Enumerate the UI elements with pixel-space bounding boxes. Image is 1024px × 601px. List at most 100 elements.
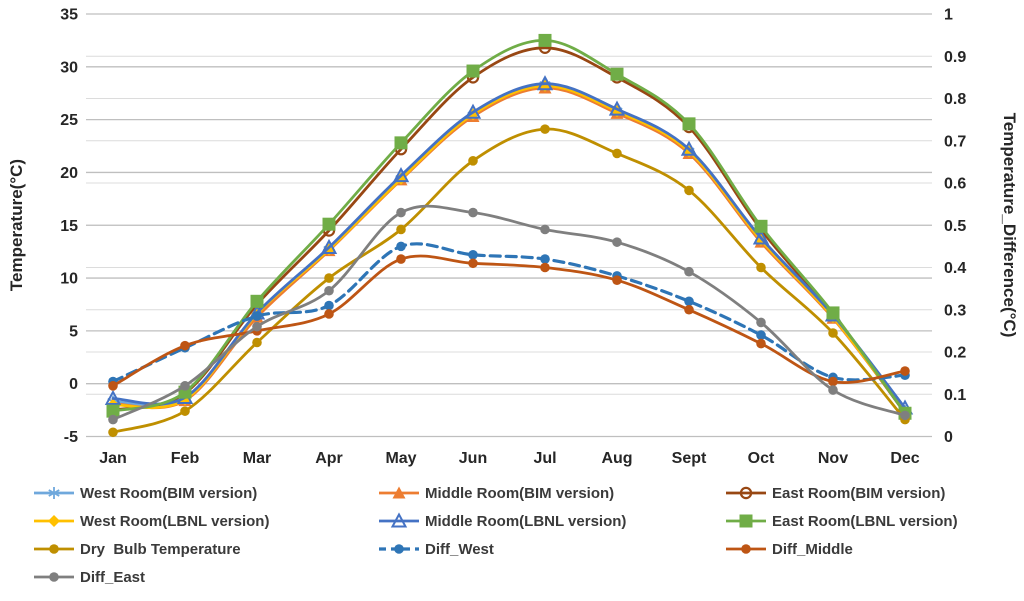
right-axis-tick-label: 0.2 <box>944 345 966 362</box>
data-point-marker <box>826 306 840 320</box>
data-point-marker <box>106 404 120 418</box>
data-point-marker <box>396 241 406 252</box>
data-point-marker <box>752 229 770 245</box>
data-point-marker <box>828 328 838 338</box>
legend-marker-triangle-open-icon <box>379 512 419 528</box>
data-point-marker <box>394 136 408 150</box>
data-point-marker <box>49 544 59 554</box>
legend-marker-diamond-icon <box>34 515 74 527</box>
legend-label: East Room(LBNL version) <box>772 512 958 530</box>
data-point-marker <box>536 75 554 91</box>
legend-marker-square-icon <box>726 514 766 528</box>
legend-item-middle-room-lbnl-version-: Middle Room(LBNL version) <box>378 507 725 535</box>
data-point-marker <box>252 311 262 321</box>
right-axis-tick-label: 0.4 <box>944 260 966 277</box>
data-point-marker <box>756 338 766 349</box>
legend-marker-triangle-icon <box>379 486 419 499</box>
legend-label: Diff_Middle <box>772 540 853 558</box>
x-axis-month-label: May <box>385 450 416 467</box>
legend-marker-circle-icon <box>379 544 419 554</box>
data-point-marker <box>48 487 60 499</box>
data-point-marker <box>324 285 334 296</box>
data-point-marker <box>739 486 753 500</box>
data-point-marker <box>324 309 334 319</box>
legend-marker-circle-icon <box>726 544 766 554</box>
data-point-marker <box>320 238 338 254</box>
series-line <box>111 84 907 414</box>
legend-label: Dry Bulb Temperature <box>80 540 241 558</box>
data-point-marker <box>684 304 694 315</box>
legend-item-middle-room-bim-version-: Middle Room(BIM version) <box>378 479 725 507</box>
data-point-marker <box>900 366 910 376</box>
data-point-marker <box>756 330 766 340</box>
data-point-marker <box>741 544 751 554</box>
left-axis-tick-label: 15 <box>60 218 78 235</box>
series-west-room-bim-version- <box>107 78 911 418</box>
legend-item-east-room-bim-version-: East Room(BIM version) <box>725 479 1024 507</box>
series-diff-east <box>108 204 910 425</box>
legend-label: West Room(LBNL version) <box>80 512 270 530</box>
x-axis-month-label: Mar <box>243 450 271 467</box>
series-west-room-lbnl-version- <box>107 79 911 419</box>
data-point-marker <box>392 486 406 499</box>
legend-item-east-room-lbnl-version-: East Room(LBNL version) <box>725 507 1024 535</box>
data-point-marker <box>468 156 478 166</box>
data-point-marker <box>608 100 626 116</box>
left-axis-tick-label: 20 <box>60 165 78 182</box>
series-line <box>111 86 907 414</box>
x-axis-month-label: Jun <box>459 450 487 467</box>
right-axis-tick-label: 0.9 <box>944 49 966 66</box>
right-axis-tick-label: 0.8 <box>944 91 966 108</box>
series-line <box>111 204 907 421</box>
data-point-marker <box>108 414 118 425</box>
left-axis-tick-label: -5 <box>64 429 78 446</box>
x-axis-month-label: Sept <box>672 450 707 467</box>
data-point-marker <box>322 217 336 231</box>
left-axis-tick-label: 10 <box>60 271 78 288</box>
data-point-marker <box>538 33 552 47</box>
data-point-marker <box>756 262 766 273</box>
x-axis-month-label: Feb <box>171 450 200 467</box>
left-axis-tick-label: 5 <box>69 323 78 340</box>
series-middle-room-lbnl-version- <box>104 75 914 415</box>
data-point-marker <box>684 185 694 196</box>
data-point-marker <box>900 410 910 421</box>
right-axis-tick-label: 0.3 <box>944 302 966 319</box>
series-line <box>111 83 907 413</box>
data-point-marker <box>612 148 622 159</box>
right-axis-tick-label: 0.6 <box>944 176 966 193</box>
legend-item-diff-middle: Diff_Middle <box>725 535 1024 563</box>
right-axis-tick-label: 0.1 <box>944 387 966 404</box>
data-point-marker <box>684 296 694 307</box>
data-point-marker <box>108 381 118 391</box>
x-axis-month-label: Dec <box>890 450 919 467</box>
data-point-marker <box>180 381 190 391</box>
x-axis-month-label: Aug <box>601 450 632 467</box>
data-point-marker <box>324 300 334 311</box>
data-point-marker <box>610 67 624 81</box>
x-axis-month-label: Oct <box>748 450 775 467</box>
data-point-marker <box>252 337 262 348</box>
data-point-marker <box>49 572 59 582</box>
legend-label: Diff_West <box>425 540 494 558</box>
data-point-marker <box>250 294 264 308</box>
x-axis-month-label: Jan <box>99 450 127 467</box>
data-point-marker <box>612 237 622 247</box>
data-point-marker <box>394 544 404 554</box>
data-point-marker <box>468 258 478 269</box>
right-axis-tick-label: 0.5 <box>944 218 966 235</box>
data-point-marker <box>612 275 622 285</box>
data-point-marker <box>466 64 480 78</box>
data-point-marker <box>756 317 766 328</box>
legend-item-west-room-lbnl-version-: West Room(LBNL version) <box>33 507 378 535</box>
legend-marker-star-icon <box>34 487 74 499</box>
legend-item-diff-east: Diff_East <box>33 563 378 591</box>
right-axis-title: Temperature_Difference(°C) <box>1000 113 1019 338</box>
legend-label: West Room(BIM version) <box>80 484 258 502</box>
series-middle-room-bim-version- <box>106 81 912 418</box>
data-point-marker <box>682 117 696 131</box>
chart-legend: West Room(BIM version) Middle Room(BIM ve… <box>0 479 1024 591</box>
legend-label: Middle Room(LBNL version) <box>425 512 627 530</box>
data-point-marker <box>392 167 410 183</box>
